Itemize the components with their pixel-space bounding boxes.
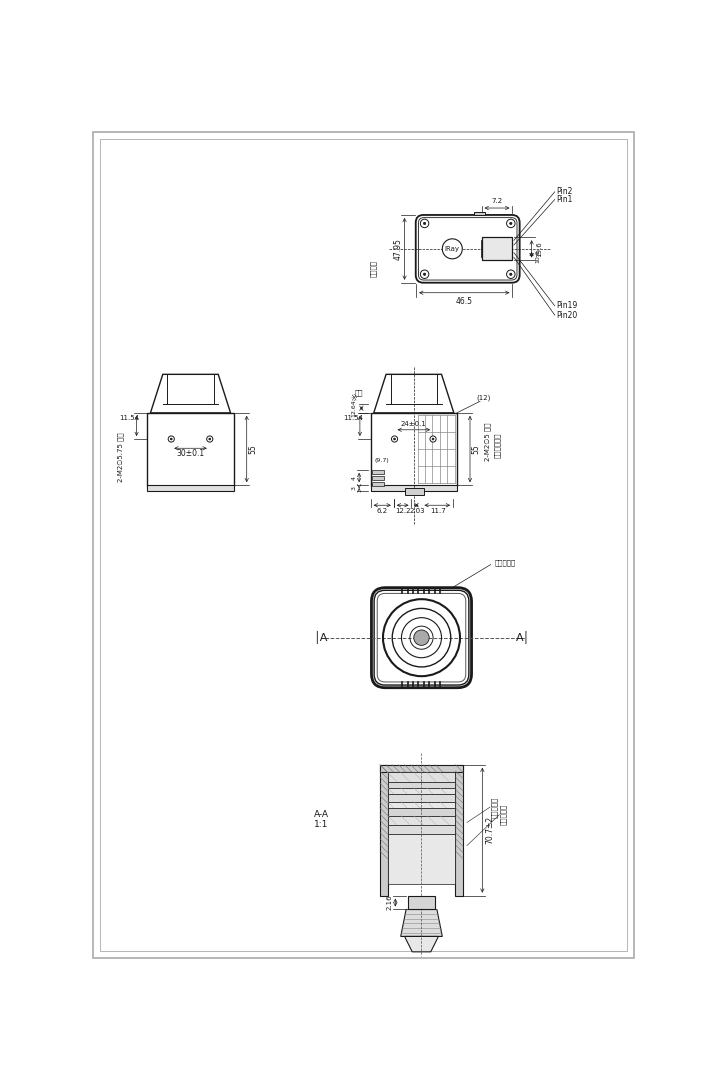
Text: 质心: 质心 [355, 390, 364, 396]
Bar [372, 482, 384, 486]
Text: Pin20: Pin20 [557, 311, 578, 319]
Text: 12.2: 12.2 [395, 508, 411, 515]
Circle shape [168, 436, 174, 442]
Circle shape [507, 219, 515, 228]
Polygon shape [374, 374, 454, 413]
Bar [371, 413, 457, 486]
FancyBboxPatch shape [372, 588, 471, 687]
Bar [408, 896, 435, 910]
Circle shape [391, 436, 398, 442]
Text: Pin2: Pin2 [557, 188, 573, 196]
Text: (12): (12) [476, 394, 491, 400]
Bar [388, 788, 455, 794]
Text: 2.16: 2.16 [386, 894, 392, 911]
Bar [405, 488, 424, 495]
Text: 55: 55 [471, 445, 481, 454]
Bar [474, 211, 486, 215]
Bar [147, 413, 234, 486]
Text: │A: │A [313, 631, 327, 644]
Text: 光学安装面: 光学安装面 [495, 559, 516, 565]
Bar [388, 773, 455, 781]
Text: 1:1: 1:1 [314, 820, 328, 829]
Circle shape [510, 273, 512, 275]
Text: 机械安装面: 机械安装面 [491, 796, 497, 818]
Text: 2.03: 2.03 [409, 508, 425, 515]
Bar [380, 765, 463, 773]
Circle shape [420, 219, 429, 228]
Circle shape [442, 238, 462, 259]
Bar [371, 486, 457, 491]
Text: iRay: iRay [445, 246, 460, 251]
Bar [481, 237, 513, 260]
Text: 46.5: 46.5 [455, 298, 472, 306]
Bar [388, 834, 455, 884]
Text: 光学安装面: 光学安装面 [500, 804, 506, 825]
Circle shape [430, 436, 436, 442]
Text: 4: 4 [351, 476, 356, 479]
Bar [388, 802, 455, 808]
Text: A│: A│ [516, 631, 530, 644]
Bar [372, 469, 384, 474]
Text: 24±0.1: 24±0.1 [401, 422, 427, 427]
Circle shape [432, 438, 434, 440]
Circle shape [423, 273, 425, 275]
Text: 几何中心: 几何中心 [371, 260, 377, 276]
Text: 6.2: 6.2 [376, 508, 388, 515]
Text: 2-M2∅5 对称: 2-M2∅5 对称 [484, 422, 491, 461]
Text: A-A: A-A [314, 810, 329, 819]
Text: 光心中心对齐: 光心中心对齐 [493, 433, 501, 457]
Bar [388, 824, 455, 834]
Bar [372, 476, 384, 480]
Text: (9.7): (9.7) [374, 459, 389, 463]
Text: 2-M2∅5.75 对称: 2-M2∅5.75 对称 [117, 432, 124, 481]
Bar [388, 808, 455, 816]
Circle shape [206, 436, 213, 442]
FancyBboxPatch shape [377, 593, 466, 682]
Text: 47.95: 47.95 [394, 237, 403, 260]
Text: 55: 55 [248, 445, 257, 454]
Polygon shape [150, 374, 230, 413]
Text: 11.7: 11.7 [430, 508, 445, 515]
Bar [455, 765, 463, 896]
Bar [380, 765, 388, 896]
Circle shape [420, 270, 429, 278]
Text: 10.6: 10.6 [535, 249, 540, 262]
Text: 19.6: 19.6 [536, 241, 542, 257]
Circle shape [393, 438, 396, 440]
FancyBboxPatch shape [415, 215, 520, 283]
Text: Pin1: Pin1 [557, 195, 573, 204]
Text: ※: ※ [350, 395, 357, 404]
Circle shape [423, 222, 425, 224]
Bar [388, 816, 455, 824]
Polygon shape [405, 937, 438, 952]
Text: 12.64: 12.64 [351, 399, 356, 418]
Text: 3: 3 [351, 487, 356, 490]
Circle shape [170, 438, 172, 440]
Text: 30±0.1: 30±0.1 [177, 449, 205, 459]
FancyBboxPatch shape [418, 218, 517, 281]
Text: 70.7±2: 70.7±2 [486, 816, 494, 844]
Bar [147, 486, 234, 491]
Circle shape [209, 438, 211, 440]
Circle shape [507, 270, 515, 278]
Bar [388, 781, 455, 788]
Polygon shape [401, 910, 442, 937]
FancyBboxPatch shape [374, 590, 469, 685]
Circle shape [510, 222, 512, 224]
Text: 11.54: 11.54 [120, 415, 140, 421]
Text: Pin19: Pin19 [557, 301, 578, 311]
Circle shape [414, 630, 429, 645]
Text: 11.54: 11.54 [343, 415, 363, 421]
Text: 7.2: 7.2 [491, 199, 503, 204]
Bar [388, 794, 455, 802]
